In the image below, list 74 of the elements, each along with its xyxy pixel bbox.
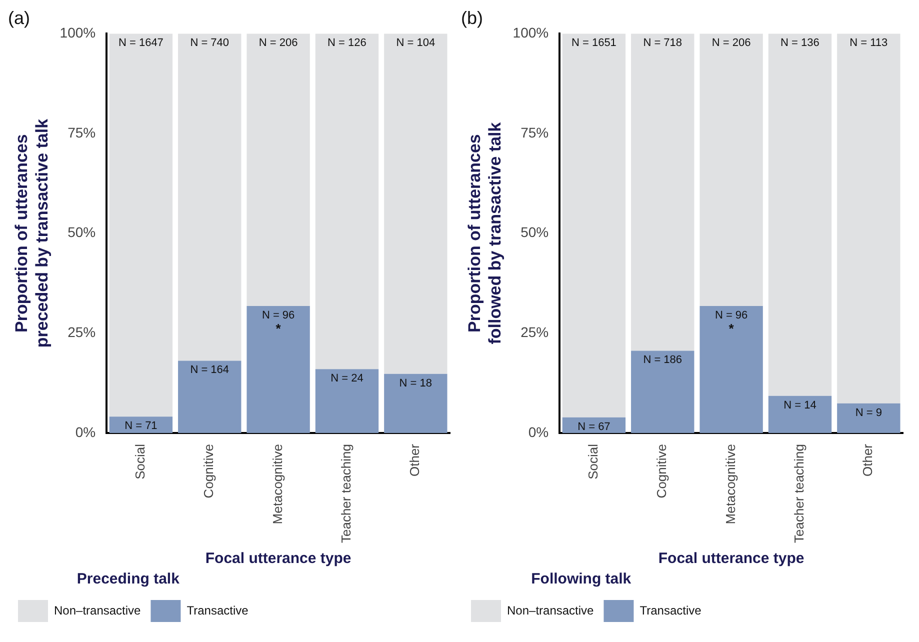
y-tick-label: 50% — [520, 224, 549, 240]
annotation: N = 14 — [784, 399, 816, 412]
bar — [315, 369, 379, 433]
bar — [700, 34, 763, 306]
x-tick-label: Social — [586, 444, 601, 480]
legend-label: Non–transactive — [54, 603, 142, 618]
x-axis-title: Focal utterance type — [205, 550, 352, 568]
y-tick-label: 0% — [528, 424, 549, 440]
x-tick-label: Metacognitive — [722, 444, 738, 524]
annotation: N = 113 — [850, 37, 888, 50]
annotation: N = 18 — [399, 377, 432, 390]
y-tick-label: 100% — [60, 24, 96, 40]
bar — [384, 374, 448, 433]
bar — [631, 34, 694, 351]
annotation: N = 740 — [190, 37, 230, 50]
annotation: N = 104 — [396, 37, 436, 50]
annotation: N = 164 — [190, 364, 230, 376]
annotation: N = 9 — [855, 406, 882, 419]
x-tick-label: Teacher teaching — [792, 444, 807, 544]
bar — [178, 360, 242, 433]
x-tick-label: Cognitive — [201, 444, 216, 498]
y-tick-label: 25% — [68, 324, 96, 340]
legend-label: Transactive — [186, 603, 249, 618]
annotation: N = 67 — [578, 420, 610, 433]
bar — [178, 34, 242, 361]
chart-title: (b) — [461, 8, 483, 28]
annotation: N = 71 — [124, 420, 158, 432]
bar — [109, 416, 173, 433]
bar — [246, 34, 310, 306]
bar — [562, 417, 626, 433]
legend-label: Transactive — [640, 603, 702, 618]
x-tick-label: Teacher teaching — [338, 444, 354, 544]
annotation: N = 126 — [328, 37, 366, 50]
y-tick-label: 75% — [520, 124, 549, 140]
annotation: N = 186 — [643, 354, 682, 366]
legend-title: Following talk — [531, 570, 632, 588]
y-tick-label: 75% — [68, 124, 96, 140]
y-axis-title: Proportion of utterances followed by transactive talk — [464, 122, 504, 344]
annotation: N = 96 — [262, 310, 295, 322]
annotation: N = 1647 — [118, 37, 164, 50]
x-tick-label: Cognitive — [654, 444, 670, 498]
annotation: N = 24 — [330, 372, 364, 385]
annotation: N = 718 — [643, 37, 682, 50]
y-tick-label: 100% — [512, 24, 549, 40]
annotation: N = 1651 — [571, 37, 616, 50]
bar — [246, 306, 310, 433]
annotation: N = 96 — [714, 310, 748, 322]
bar — [384, 34, 448, 374]
annotation: N = 206 — [258, 37, 298, 50]
bar — [631, 350, 694, 433]
bar — [700, 306, 763, 433]
bar — [109, 34, 173, 417]
bar — [837, 34, 900, 404]
x-tick-label: Social — [132, 444, 148, 480]
bar — [315, 34, 379, 370]
y-tick-label: 25% — [520, 324, 549, 340]
y-tick-label: 0% — [75, 424, 96, 440]
legend-label: Non–transactive — [507, 603, 594, 618]
x-axis-title: Focal utterance type — [658, 550, 804, 568]
legend-title: Preceding talk — [76, 570, 180, 588]
bar — [768, 396, 832, 433]
x-tick-label: Other — [407, 443, 422, 477]
chart-title: (a) — [8, 8, 30, 28]
bar — [768, 34, 832, 396]
annotation: N = 136 — [780, 37, 820, 50]
annotation: N = 206 — [712, 37, 751, 50]
x-tick-label: Metacognitive — [270, 444, 285, 524]
y-axis-title: Proportion of utterances preceded by transactive talk — [12, 118, 52, 348]
annotation: * — [728, 321, 735, 336]
bar — [837, 403, 900, 433]
annotation: * — [276, 321, 282, 336]
y-tick-label: 50% — [68, 224, 96, 240]
bar — [562, 34, 626, 418]
x-tick-label: Other — [860, 443, 876, 477]
